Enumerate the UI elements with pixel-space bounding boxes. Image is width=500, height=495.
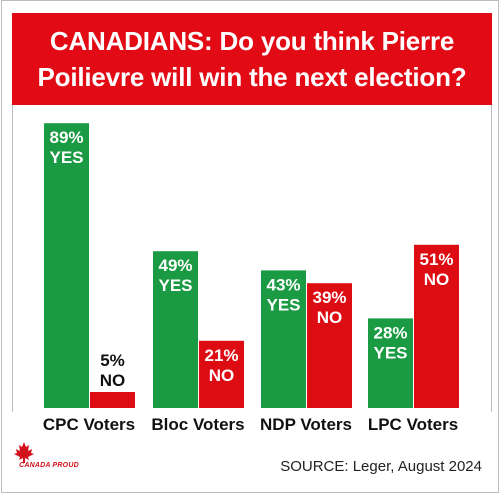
data-label-no-value: 21%: [204, 346, 238, 365]
category-label: CPC Voters: [43, 415, 135, 434]
data-label-no-name: NO: [100, 371, 126, 390]
logo-text: CANADA PROUD: [19, 462, 79, 469]
plot-area: [12, 105, 492, 412]
data-label-no-value: 51%: [419, 250, 453, 269]
category-label: Bloc Voters: [151, 415, 244, 434]
data-label-yes-value: 43%: [266, 275, 300, 294]
chart-title-line-2: Poilievre will win the next election?: [37, 62, 467, 92]
bar-yes: [261, 270, 306, 408]
bar-yes: [368, 318, 413, 408]
bar-no: [307, 283, 352, 408]
data-label-yes-name: YES: [158, 276, 192, 295]
source-note: SOURCE: Leger, August 2024: [280, 458, 482, 475]
canada-proud-logo: CANADA PROUD: [14, 440, 84, 480]
bar-yes: [153, 251, 198, 408]
bar-no: [414, 244, 459, 408]
bar-no: [90, 392, 135, 408]
category-label: LPC Voters: [368, 415, 458, 434]
data-label-yes-name: YES: [373, 343, 407, 362]
data-label-no-name: NO: [317, 308, 343, 327]
chart-title-line-1: CANADIANS: Do you think Pierre: [49, 26, 455, 56]
data-label-yes-value: 28%: [373, 323, 407, 342]
data-label-no-value: 5%: [100, 351, 125, 370]
bar-no: [199, 340, 244, 408]
bar-yes: [44, 123, 89, 408]
data-label-no-value: 39%: [312, 288, 346, 307]
data-label-no-name: NO: [209, 366, 235, 385]
data-label-no-name: NO: [424, 270, 450, 289]
maple-leaf-icon: [14, 442, 34, 463]
data-label-yes-value: 89%: [49, 128, 83, 147]
category-label: NDP Voters: [260, 415, 352, 434]
data-label-yes-name: YES: [49, 148, 83, 167]
data-label-yes-name: YES: [266, 295, 300, 314]
chart-title-banner: CANADIANS: Do you think Pierre Poilievre…: [12, 13, 492, 105]
data-label-yes-value: 49%: [158, 256, 192, 275]
